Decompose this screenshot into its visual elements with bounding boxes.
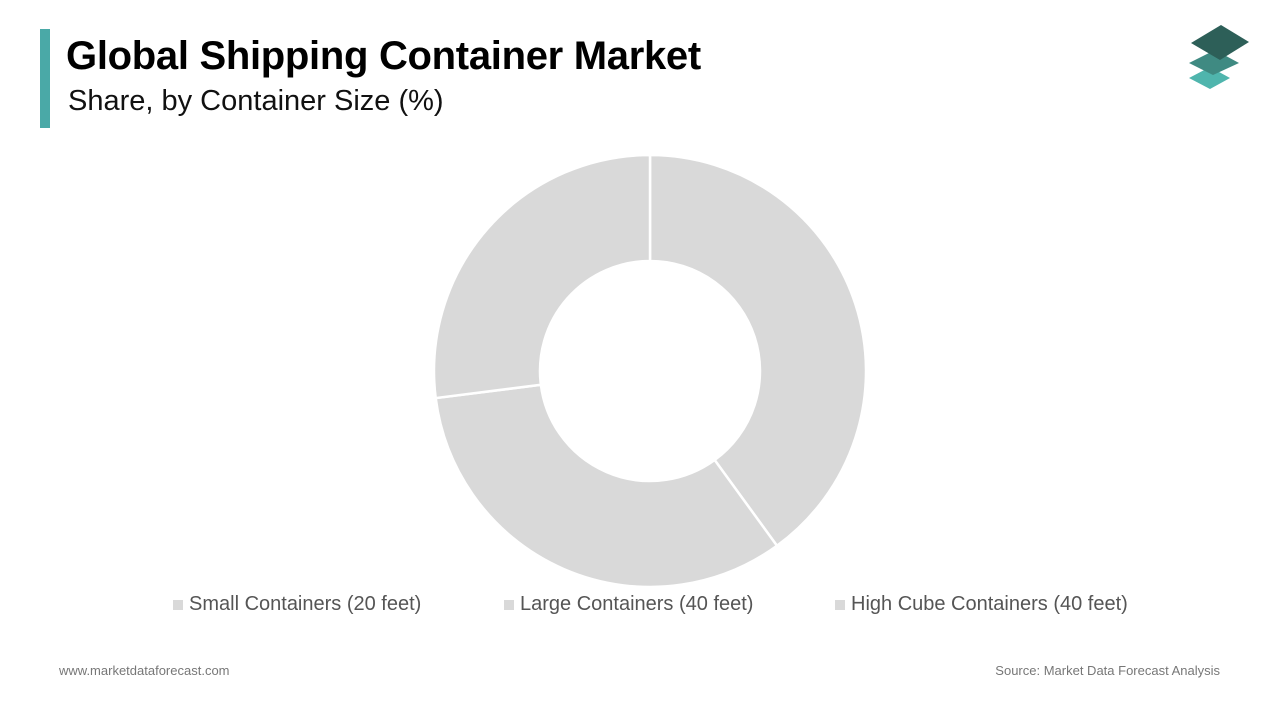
donut-slice-high-cube: [432, 153, 652, 400]
legend-item-high-cube: High Cube Containers (40 feet): [835, 593, 1128, 616]
legend-swatch-small: [173, 599, 183, 610]
footer-website: www.marketdataforecast.com: [59, 663, 230, 678]
legend-item-small: Small Containers (20 feet): [173, 593, 421, 616]
logo-layer-bottom: [1189, 67, 1230, 89]
donut-slice-small: [648, 153, 868, 548]
legend-swatch-large: [504, 599, 514, 610]
footer-source: Source: Market Data Forecast Analysis: [995, 663, 1220, 678]
legend-label-large: Large Containers (40 feet): [520, 593, 754, 615]
legend-swatch-high-cube: [835, 599, 845, 610]
donut-slice-large: [434, 383, 779, 589]
stacked-layers-icon: [1189, 25, 1249, 89]
chart-title: Global Shipping Container Market: [66, 34, 701, 78]
logo-layer-middle: [1189, 50, 1239, 75]
legend-label-high-cube: High Cube Containers (40 feet): [851, 593, 1128, 615]
chart-subtitle: Share, by Container Size (%): [68, 85, 444, 117]
logo-layer-top: [1191, 25, 1249, 60]
chart-legend: Small Containers (20 feet) Large Contain…: [0, 593, 1280, 623]
legend-item-large: Large Containers (40 feet): [504, 593, 753, 616]
title-accent-bar: [40, 29, 50, 128]
legend-label-small: Small Containers (20 feet): [189, 593, 422, 615]
